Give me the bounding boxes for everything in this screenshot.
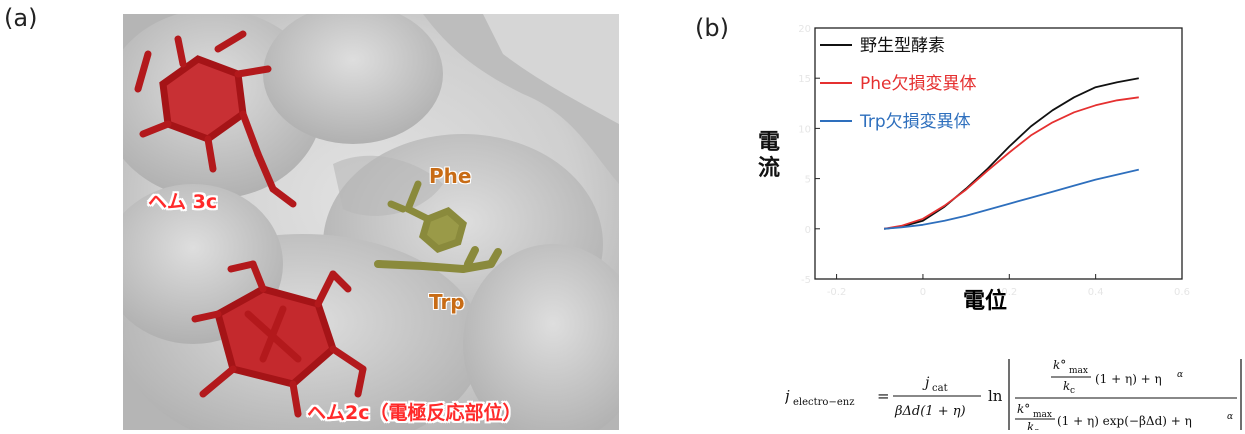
x-tick-label: 0.6 [1174, 287, 1190, 298]
series-line-1 [883, 77, 1139, 230]
x-axis-title: 電位 [963, 288, 1007, 314]
eq-den-kc: k [1027, 420, 1034, 430]
phe-residue [387, 180, 467, 253]
eq-num-kc: k [1063, 379, 1070, 393]
equation-drawing: j electro−enz = j cat βΔd(1 + η) ln k° m… [782, 358, 1242, 434]
protein-surface-drawing [123, 14, 619, 430]
trp-residue [374, 246, 502, 273]
panel-b-label: (b) [695, 14, 729, 42]
protein-structure-image: ヘム 3c ヘム2c（電極反応部位） Phe Trp [123, 14, 619, 430]
eq-num-k: k° [1053, 358, 1066, 372]
legend-label-2: Phe欠損変異体 [860, 74, 977, 94]
y-tick-label: 10 [798, 124, 811, 135]
x-tick-label: 0.4 [1088, 287, 1104, 298]
y-axis-title-char: 電 [757, 130, 780, 155]
eq-ln: ln [988, 387, 1003, 405]
eq-frac-den: βΔd(1 + η) [894, 404, 966, 419]
eq-frac-num-sub: cat [932, 383, 948, 394]
series-line-2 [883, 96, 1139, 230]
y-axis-title: 電流 [757, 130, 781, 182]
eq-den-alpha: α [1227, 412, 1233, 422]
eq-num-alpha: α [1177, 370, 1183, 380]
eq-num-kc-sub: c [1070, 386, 1075, 396]
y-tick-label: 5 [805, 175, 811, 186]
y-tick-label: 15 [798, 74, 811, 85]
heme-3c-label: ヘム 3c [148, 191, 218, 213]
rate-equation: j electro−enz = j cat βΔd(1 + η) ln k° m… [782, 355, 1245, 434]
eq-equals: = [877, 387, 890, 405]
y-tick-label: 0 [805, 225, 811, 236]
eq-num-tail: (1 + η) + η [1095, 372, 1162, 386]
surface-lobe [483, 14, 619, 124]
heme-2c [191, 260, 367, 418]
eq-num-k-sub: max [1069, 366, 1088, 376]
series-line-3 [884, 168, 1140, 230]
surface-groove [333, 155, 443, 216]
phe-label: Phe [429, 164, 472, 188]
panel-a-label: (a) [4, 4, 38, 32]
current-potential-chart: -0.2 0 0.2 0.4 0.6 -5 0 5 10 15 20 野生型酵素 Phe欠損変異体 Tr… [798, 24, 1190, 314]
heme-2c-label: ヘム2c（電極反応部位） [307, 402, 522, 424]
y-axis-title-char: 流 [757, 156, 780, 181]
eq-lhs-sub: electro−enz [793, 397, 854, 408]
eq-lhs: j [785, 387, 790, 405]
x-tick-label: 0 [920, 287, 926, 298]
legend-label-3: Trp欠損変異体 [859, 112, 971, 132]
heme-3c [134, 30, 297, 208]
eq-den-k: k° [1017, 402, 1030, 416]
legend-label-1: 野生型酵素 [860, 36, 945, 56]
plot-frame [814, 27, 1183, 280]
eq-den-tail: (1 + η) exp(−βΔd) + η [1057, 414, 1192, 428]
surface-lobe [463, 244, 619, 430]
y-tick-label: -5 [801, 275, 811, 286]
trp-label: Trp [429, 290, 465, 314]
eq-frac-num: j [922, 375, 930, 391]
x-tick-label: -0.2 [827, 287, 847, 298]
eq-den-k-sub: max [1033, 410, 1052, 420]
y-tick-label: 20 [798, 24, 811, 35]
x-tick-label: 0.2 [1001, 287, 1017, 298]
surface-lobe [263, 14, 443, 144]
